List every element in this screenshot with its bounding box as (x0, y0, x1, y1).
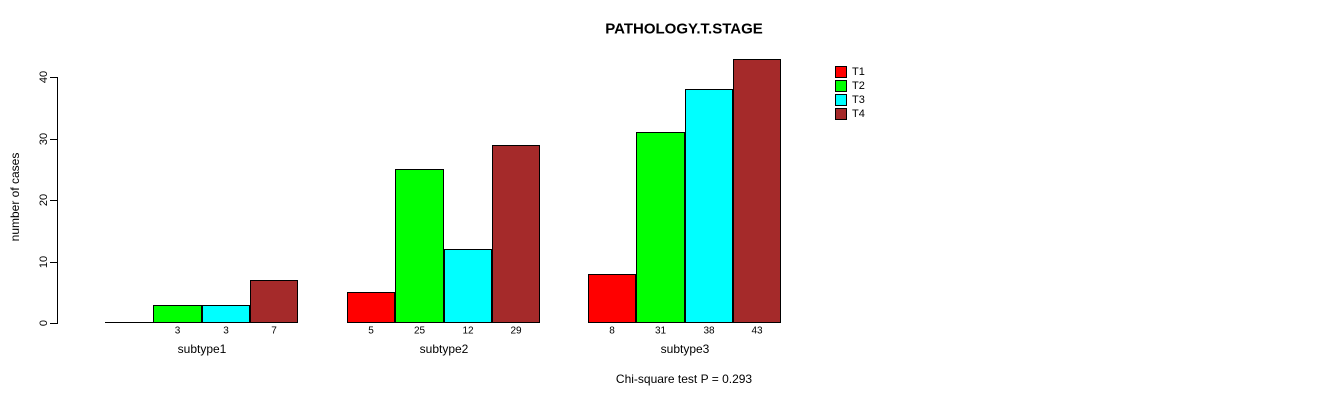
y-tick-label-text: 40 (38, 70, 50, 84)
y-axis-line (57, 77, 58, 324)
bar-subtype3-T1 (588, 274, 636, 323)
y-tick-mark (50, 262, 57, 263)
bar-value-subtype1-T3: 3 (223, 325, 229, 337)
bar-subtype3-T3 (685, 89, 733, 323)
bar-value-subtype1-T2: 3 (174, 325, 181, 337)
category-label-subtype1: subtype1 (177, 342, 227, 356)
bar-subtype1-T3 (202, 305, 250, 323)
y-tick-mark (50, 200, 57, 201)
bar-subtype1-T2 (153, 305, 202, 323)
y-tick-label-text: 30 (38, 132, 50, 146)
bar-value-subtype3-T3: 38 (703, 325, 715, 337)
legend-swatch-T4 (835, 108, 847, 120)
y-tick-label-text: 20 (38, 193, 50, 207)
legend-label-T3: T3 (852, 94, 865, 106)
bar-value-subtype3-T1: 8 (609, 325, 615, 337)
bar-subtype1-T4 (250, 280, 298, 323)
y-tick-mark (50, 323, 57, 324)
chi-square-annotation: Chi-square test P = 0.293 (615, 372, 753, 386)
bar-value-subtype1-T4: 7 (271, 325, 277, 337)
bar-subtype2-T3 (444, 249, 492, 323)
legend-swatch-T3 (835, 94, 847, 106)
bar-value-subtype3-T4: 43 (751, 325, 763, 337)
legend-swatch-T1 (835, 66, 847, 78)
bar-subtype2-T1 (347, 292, 395, 323)
y-tick-label-text: 0 (38, 319, 50, 327)
y-axis-label: number of cases (8, 152, 22, 242)
chart-title: PATHOLOGY.T.STAGE (605, 20, 763, 38)
legend-label-T1: T1 (852, 66, 865, 78)
bar-subtype3-T4 (733, 59, 781, 323)
bar-subtype3-T2 (636, 132, 685, 323)
bar-value-subtype3-T2: 31 (654, 325, 667, 337)
y-tick-mark (50, 139, 57, 140)
bar-value-subtype2-T1: 5 (368, 325, 374, 337)
bar-subtype2-T2 (395, 169, 444, 323)
legend-swatch-T2 (835, 80, 847, 92)
bar-subtype1-T1 (105, 322, 153, 323)
y-tick-label-text: 10 (38, 255, 50, 269)
category-label-subtype2: subtype2 (419, 342, 469, 356)
legend-label-T4: T4 (852, 108, 865, 120)
bar-value-subtype2-T3: 12 (462, 325, 474, 337)
legend-label-T2: T2 (852, 80, 865, 92)
y-tick-mark (50, 77, 57, 78)
category-label-subtype3: subtype3 (660, 342, 710, 356)
bar-value-subtype2-T4: 29 (510, 325, 522, 337)
bar-subtype2-T4 (492, 145, 540, 323)
bar-value-subtype2-T2: 25 (413, 325, 426, 337)
